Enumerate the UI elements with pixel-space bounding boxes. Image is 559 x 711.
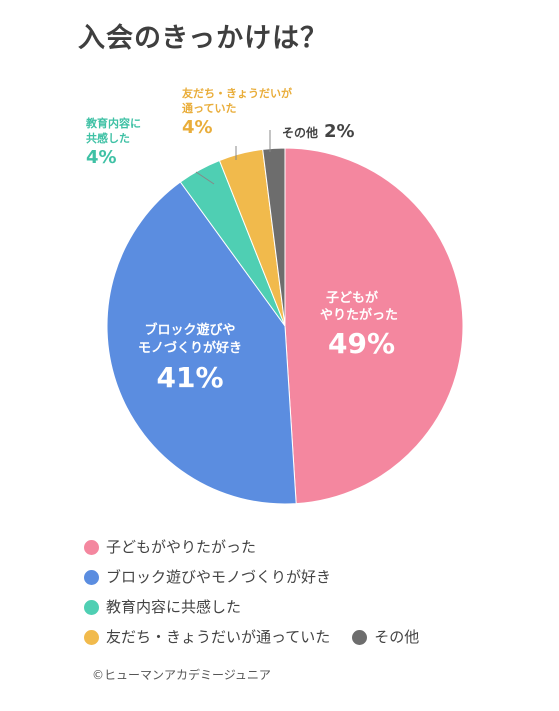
label-slice-0-name-line-2: やりたがった — [320, 308, 399, 323]
legend-label-3: 友だち・きょうだいが通っていた — [106, 628, 331, 646]
legend-row: 友だち・きょうだいが通っていた その他 — [84, 622, 441, 652]
label-slice-2-name-line-1: 教育内容に — [86, 117, 141, 130]
legend-row: ブロック遊びやモノづくりが好き — [84, 562, 441, 592]
label-slice-2-name-line-2: 共感した — [86, 132, 130, 145]
label-slice-0: 子どもが やりたがった 49% — [320, 290, 398, 364]
legend-label-2: 教育内容に共感した — [106, 598, 242, 616]
leader-line-0 — [195, 171, 215, 185]
legend-item-0: 子どもがやりたがった — [84, 532, 256, 562]
legend-item-4: その他 — [352, 622, 419, 652]
legend-swatch-0 — [84, 539, 99, 555]
pie-slice-4 — [262, 147, 286, 327]
label-slice-0-value: 49% — [328, 327, 396, 360]
label-slice-1-value: 41% — [156, 361, 224, 394]
legend-swatch-3 — [84, 629, 99, 645]
legend-swatch-1 — [84, 569, 99, 585]
legend-label-4: その他 — [374, 628, 420, 646]
pie-slice-1 — [106, 181, 297, 505]
legend-swatch-2 — [84, 599, 99, 615]
pie-slice-0 — [284, 147, 464, 505]
label-slice-2-value: 4% — [86, 147, 117, 168]
chart-title: 入会のきっかけは？ — [78, 23, 329, 54]
label-slice-1-name-line-1: ブロック遊びや — [144, 323, 236, 338]
label-slice-0-name-line-1: 子どもが — [326, 291, 379, 306]
label-slice-4-name-line-1: その他 — [282, 126, 319, 140]
legend-label-1: ブロック遊びやモノづくりが好き — [106, 568, 332, 586]
label-slice-1-name-line-2: モノづくりが好き — [138, 341, 243, 356]
legend-item-1: ブロック遊びやモノづくりが好き — [84, 562, 331, 592]
legend-label-0: 子どもがやりたがった — [106, 538, 257, 556]
label-slice-2: 教育内容に 共感した 4% — [86, 116, 141, 170]
legend-item-2: 教育内容に共感した — [84, 592, 241, 622]
legend-row: 子どもがやりたがった — [84, 532, 441, 562]
legend-item-3: 友だち・きょうだいが通っていた — [84, 622, 330, 652]
label-slice-3-name-line-1: 友だち・きょうだいが — [182, 87, 292, 100]
legend: 子どもがやりたがった ブロック遊びやモノづくりが好き 教育内容に共感した 友だち… — [84, 532, 441, 652]
legend-swatch-4 — [352, 629, 368, 645]
label-slice-4: その他 2% — [282, 120, 355, 144]
label-slice-3-name-line-2: 通っていた — [182, 102, 237, 115]
legend-row: 教育内容に共感した — [84, 592, 441, 622]
label-slice-3-value: 4% — [182, 117, 213, 138]
label-slice-1: ブロック遊びや モノづくりが好き 41% — [138, 322, 242, 398]
label-slice-4-value: 2% — [324, 121, 355, 142]
label-slice-3: 友だち・きょうだいが 通っていた 4% — [182, 86, 292, 140]
copyright-credit: ©ヒューマンアカデミージュニア — [92, 668, 271, 682]
pie-chart — [106, 130, 464, 505]
